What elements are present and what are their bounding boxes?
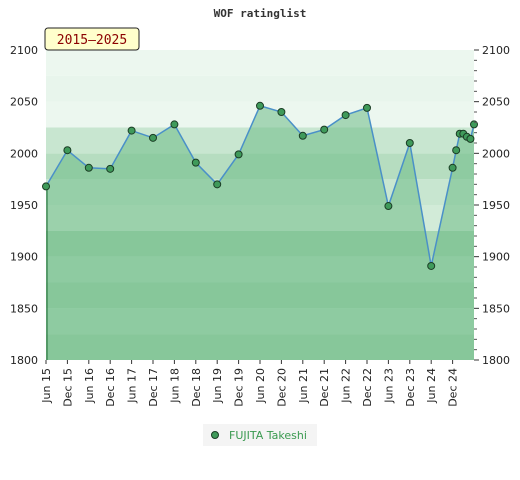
legend-label: FUJITA Takeshi — [229, 429, 307, 442]
data-point — [427, 261, 436, 270]
y-tick-label-right: 2100 — [482, 44, 510, 57]
grid-band — [46, 75, 474, 102]
chart-title: WOF ratinglist — [214, 7, 307, 20]
x-tick-label: Dec 15 — [61, 368, 74, 407]
y-tick-label-left: 2100 — [10, 44, 38, 57]
plot-area: 1800 1800 1850 1850 1900 1900 1950 1950 2000 2000… — [10, 44, 510, 407]
x-tick-label: Jun 18 — [168, 368, 181, 404]
data-point — [298, 131, 307, 140]
x-tick-label: Jun 19 — [211, 368, 224, 404]
data-point — [448, 163, 457, 172]
data-point — [466, 134, 475, 143]
y-tick-label-right: 2000 — [482, 147, 510, 160]
data-point — [234, 150, 243, 159]
y-tick-label-right: 1850 — [482, 302, 510, 315]
x-tick-label: Jun 15 — [40, 368, 53, 404]
x-tick-label: Dec 24 — [447, 368, 460, 407]
y-tick-label-right: 1800 — [482, 354, 510, 367]
grid-band — [46, 50, 474, 76]
x-tick-label: Jun 16 — [83, 368, 96, 404]
y-tick-label-left: 2050 — [10, 96, 38, 109]
data-point — [42, 182, 50, 191]
series-area — [46, 105, 474, 360]
x-tick-label: Dec 22 — [361, 368, 374, 407]
x-tick-label: Jun 24 — [425, 368, 438, 404]
data-point — [106, 164, 115, 173]
data-point — [170, 120, 179, 129]
data-point — [341, 111, 350, 120]
legend-marker — [211, 431, 219, 439]
data-point — [384, 202, 393, 211]
data-point — [277, 108, 286, 116]
period-label: 2015–2025 — [57, 33, 127, 48]
x-tick-label: Jun 22 — [340, 368, 353, 404]
y-tick-label-right: 2050 — [482, 96, 510, 109]
x-tick-label: Dec 17 — [147, 368, 160, 407]
data-point — [213, 180, 222, 189]
data-point — [256, 101, 264, 110]
y-tick-label-left: 1850 — [10, 302, 38, 315]
data-point — [405, 139, 414, 147]
x-tick-label: Jun 17 — [126, 368, 139, 404]
data-point — [452, 146, 461, 155]
x-tick-label: Dec 21 — [318, 368, 331, 407]
x-tick-label: Dec 18 — [190, 368, 203, 407]
x-tick-label: Dec 19 — [233, 368, 246, 407]
data-point — [363, 103, 371, 112]
legend-box — [203, 424, 317, 446]
y-tick-label-left: 1900 — [10, 251, 38, 264]
y-tick-label-left: 1950 — [10, 199, 38, 212]
x-tick-label: Dec 23 — [404, 368, 417, 407]
legend: FUJITA Takeshi — [203, 424, 317, 446]
y-tick-label-right: 1900 — [482, 251, 510, 264]
x-tick-label: Jun 20 — [254, 368, 267, 404]
x-tick-label: Dec 16 — [104, 368, 117, 407]
data-point — [320, 125, 329, 134]
y-tick-label-left: 2000 — [10, 147, 38, 160]
data-point — [63, 146, 72, 155]
x-tick-label: Jun 21 — [297, 368, 310, 404]
period-badge-box — [44, 27, 140, 51]
y-tick-label-right: 1950 — [482, 199, 510, 212]
x-tick-label: Dec 20 — [275, 368, 288, 407]
x-tick-label: Jun 23 — [382, 368, 395, 404]
period-badge: 2015–2025 — [44, 27, 140, 51]
data-point — [191, 158, 200, 167]
y-tick-label-left: 1800 — [10, 354, 38, 367]
data-point — [149, 133, 157, 142]
data-point — [127, 126, 136, 135]
data-point — [84, 163, 93, 172]
